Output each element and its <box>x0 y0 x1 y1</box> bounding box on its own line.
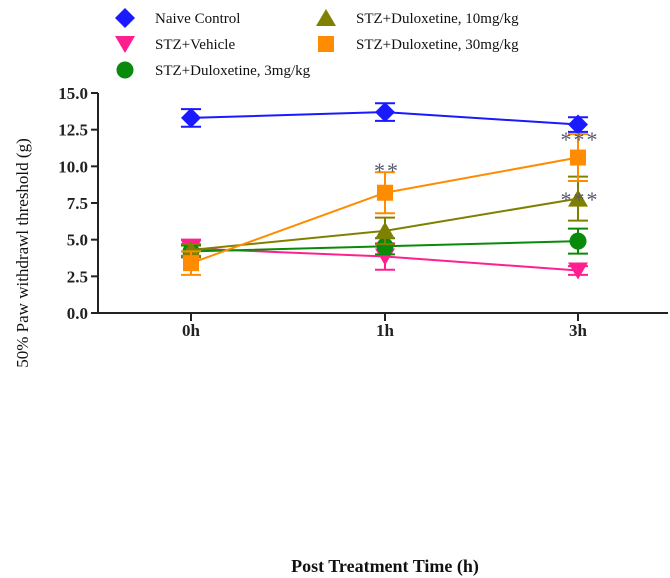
data-point <box>375 102 395 123</box>
series-4 <box>181 175 588 258</box>
y-tick-label: 7.5 <box>67 194 88 213</box>
data-point <box>568 189 588 207</box>
data-point <box>181 240 201 258</box>
significance-marker: *** <box>561 127 600 152</box>
data-point <box>376 237 394 255</box>
legend: Naive Control STZ+Vehicle STZ+Duloxetine, … <box>115 8 519 79</box>
legend-item: STZ+Duloxetine, 3mg/kg <box>116 61 311 79</box>
x-tick-label: 1h <box>376 321 395 340</box>
series-1 <box>181 102 588 135</box>
legend-item: STZ+Duloxetine, 30mg/kg <box>318 36 519 53</box>
legend-label: STZ+Duloxetine, 3mg/kg <box>155 63 311 79</box>
data-point <box>181 107 201 128</box>
legend-item: STZ+Vehicle <box>115 36 235 53</box>
data-point <box>375 221 395 239</box>
legend-label: STZ+Vehicle <box>155 37 235 53</box>
y-axis-title: 50% Paw withdrawl threshold (g) <box>13 138 32 367</box>
significance-marker: *** <box>561 187 600 212</box>
y-tick-label: 5.0 <box>67 231 88 250</box>
series-5 <box>181 133 588 276</box>
legend-label: STZ+Duloxetine, 30mg/kg <box>356 37 519 53</box>
data-point <box>183 255 199 272</box>
legend-item: STZ+Duloxetine, 10mg/kg <box>316 9 519 27</box>
axes: 0.0 2.5 5.0 7.5 10.0 12.5 15.0 0h 1h 3h Post Treat… <box>13 84 668 577</box>
annotations: ******** <box>374 127 600 212</box>
x-tick-label: 3h <box>569 321 588 340</box>
significance-marker: ** <box>374 158 400 183</box>
legend-marker <box>318 36 334 52</box>
data-point <box>568 262 588 280</box>
data-point <box>568 114 588 135</box>
legend-marker <box>115 8 135 28</box>
legend-label: Naive Control <box>155 11 240 27</box>
x-tick-label: 0h <box>182 321 201 340</box>
legend-marker <box>116 61 134 79</box>
y-tick-label: 0.0 <box>67 304 88 323</box>
data-point <box>570 149 586 166</box>
x-axis-title: Post Treatment Time (h) <box>291 556 479 577</box>
legend-item: Naive Control <box>115 8 240 28</box>
legend-marker <box>316 9 336 26</box>
legend-label: STZ+Duloxetine, 10mg/kg <box>356 11 519 27</box>
y-tick-label: 10.0 <box>58 157 88 176</box>
y-tick-label: 12.5 <box>58 121 88 140</box>
y-tick-label: 2.5 <box>67 267 88 286</box>
legend-marker <box>115 36 135 53</box>
data-point <box>569 232 587 250</box>
series-layer <box>181 102 588 280</box>
y-tick-label: 15.0 <box>58 84 88 103</box>
data-point <box>377 184 393 201</box>
